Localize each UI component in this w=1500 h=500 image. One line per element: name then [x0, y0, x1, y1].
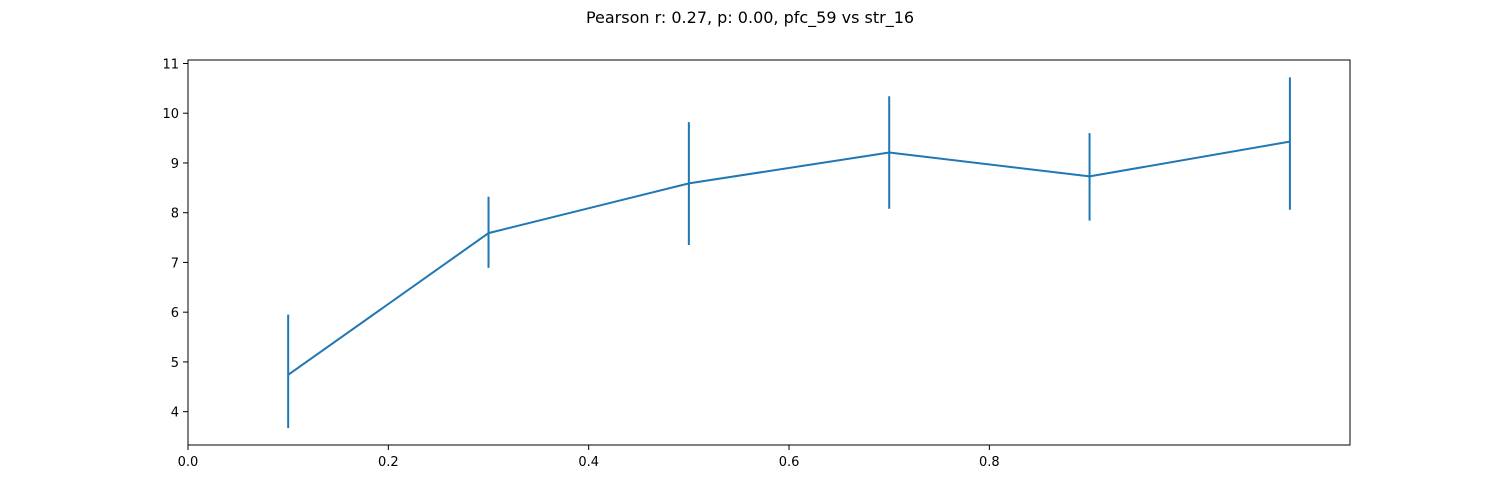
- y-tick-label: 5: [171, 356, 179, 371]
- y-tick-label: 6: [171, 306, 179, 321]
- axes-frame: [187, 59, 1351, 446]
- x-tick-label: 0.4: [578, 455, 599, 470]
- x-tick-label: 0.2: [378, 455, 399, 470]
- y-tick-label: 8: [171, 207, 179, 222]
- chart-title: Pearson r: 0.27, p: 0.00, pfc_59 vs str_…: [586, 8, 914, 28]
- y-tick-label: 9: [171, 157, 179, 172]
- x-tick-label: 0.8: [979, 455, 1000, 470]
- y-tick-label: 10: [162, 107, 179, 122]
- series-line: [287, 140, 1291, 376]
- y-tick-label: 4: [171, 406, 179, 421]
- x-tick-label: 0.0: [178, 455, 199, 470]
- y-tick-label: 11: [162, 57, 179, 72]
- axes: 0.0 0.2 0.4 0.6 0.8 4 5 6 7 8 9 10 11: [162, 57, 1351, 470]
- x-tick-label: 0.6: [779, 455, 800, 470]
- plot-area: [287, 77, 1291, 429]
- y-tick-label: 7: [171, 256, 179, 271]
